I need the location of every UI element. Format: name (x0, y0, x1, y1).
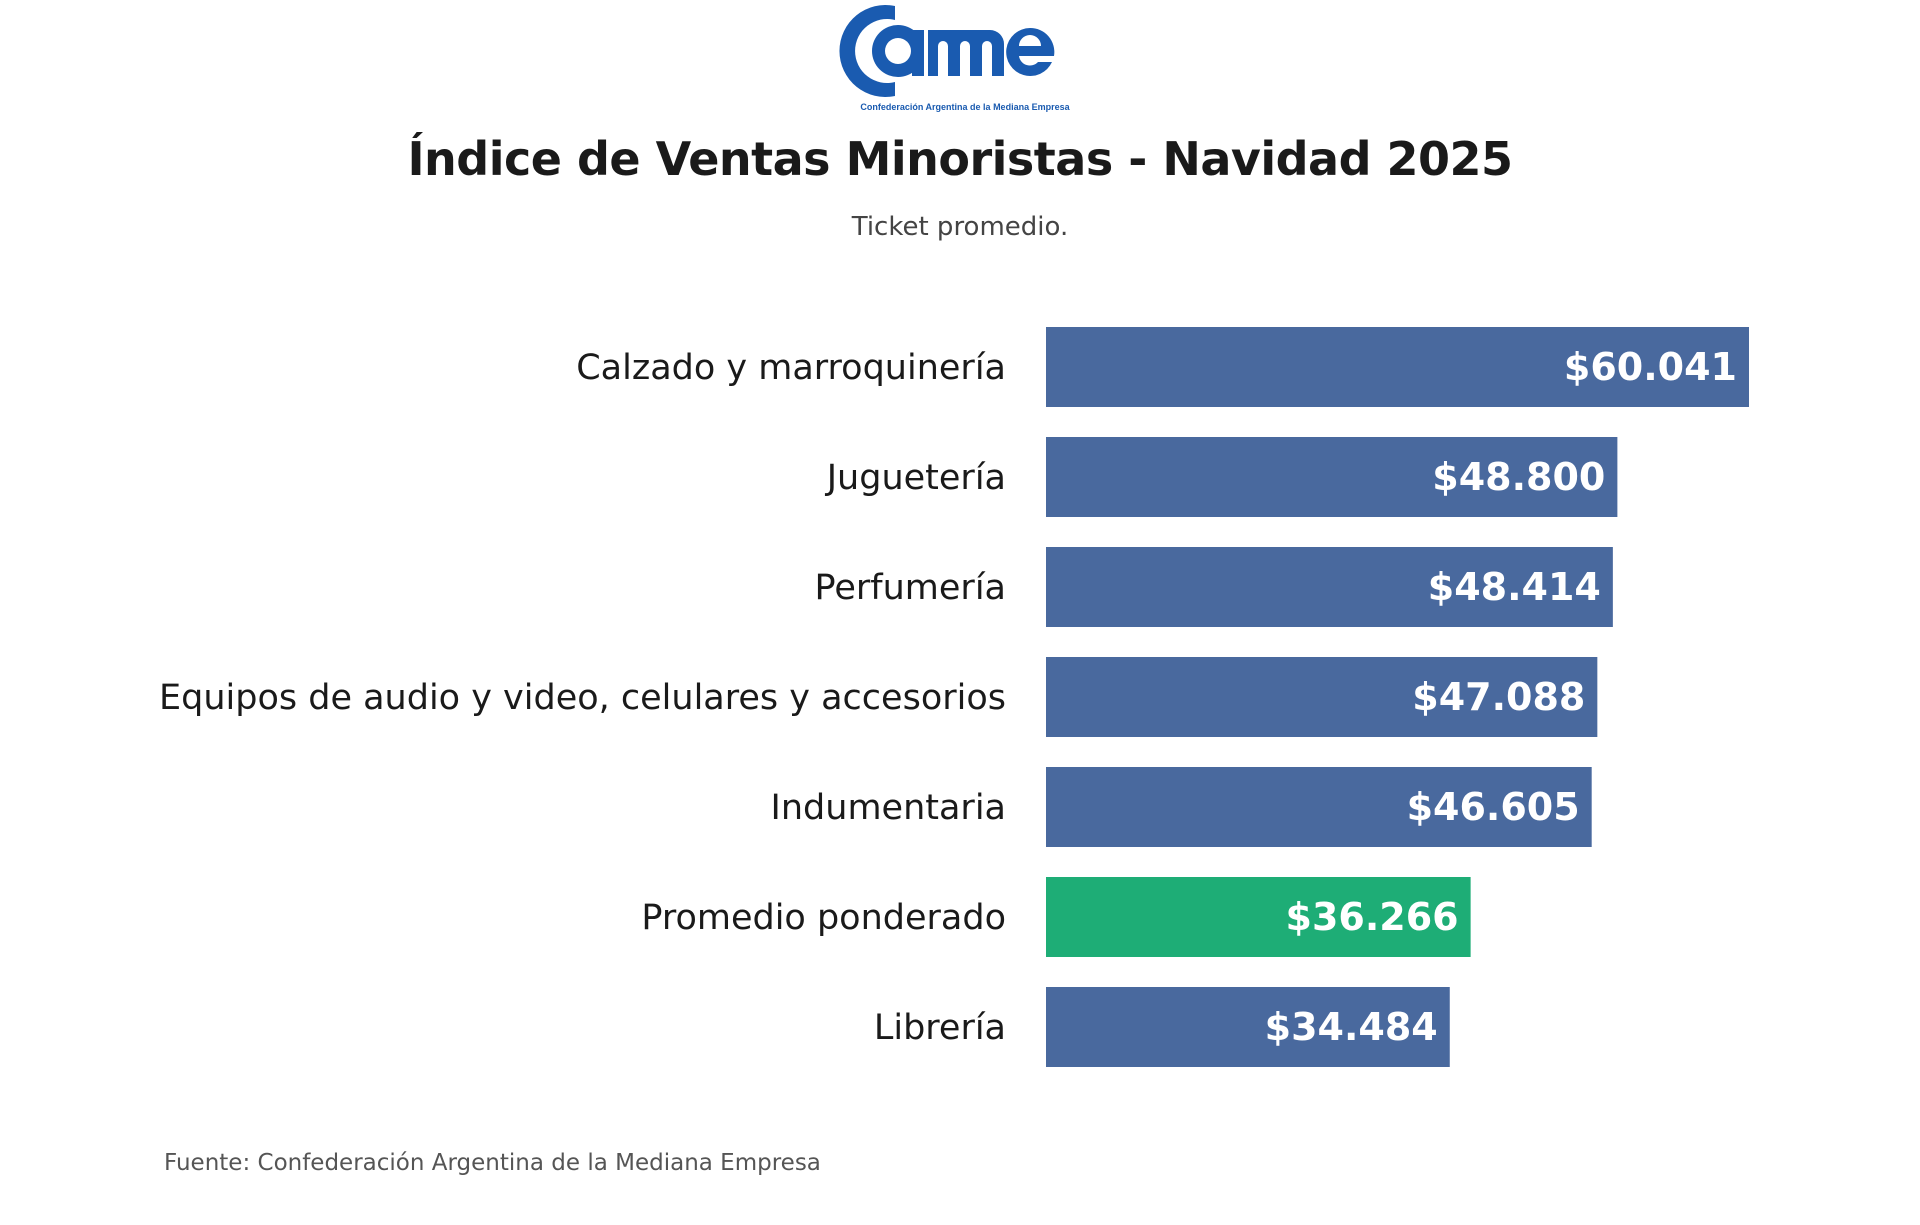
data-label: $47.088 (1412, 675, 1585, 719)
category-label: Promedio ponderado (641, 898, 1006, 938)
bar (1046, 657, 1598, 737)
data-label: $46.605 (1407, 785, 1580, 829)
bar (1046, 877, 1471, 957)
bar (1046, 327, 1749, 407)
chart-subtitle: Ticket promedio. (851, 212, 1069, 242)
category-label: Librería (874, 1008, 1006, 1048)
bar (1046, 437, 1618, 517)
data-label: $36.266 (1286, 895, 1459, 939)
data-label: $48.414 (1428, 565, 1601, 609)
came-logo: Confederación Argentina de la Mediana Em… (839, 5, 1071, 112)
category-label: Juguetería (825, 458, 1006, 498)
data-label: $34.484 (1265, 1005, 1438, 1049)
chart-title: Índice de Ventas Minoristas - Navidad 20… (407, 132, 1513, 186)
bar (1046, 547, 1613, 627)
category-label: Indumentaria (771, 788, 1006, 828)
bar (1046, 987, 1450, 1067)
category-label: Calzado y marroquinería (576, 348, 1006, 388)
svg-text:Confederación Argentina de la: Confederación Argentina de la Mediana Em… (860, 102, 1070, 112)
bar (1046, 767, 1592, 847)
source-note: Fuente: Confederación Argentina de la Me… (164, 1150, 821, 1176)
category-label: Perfumería (815, 568, 1006, 608)
data-label: $60.041 (1564, 345, 1737, 389)
category-label: Equipos de audio y video, celulares y ac… (159, 678, 1006, 718)
data-label: $48.800 (1432, 455, 1605, 499)
